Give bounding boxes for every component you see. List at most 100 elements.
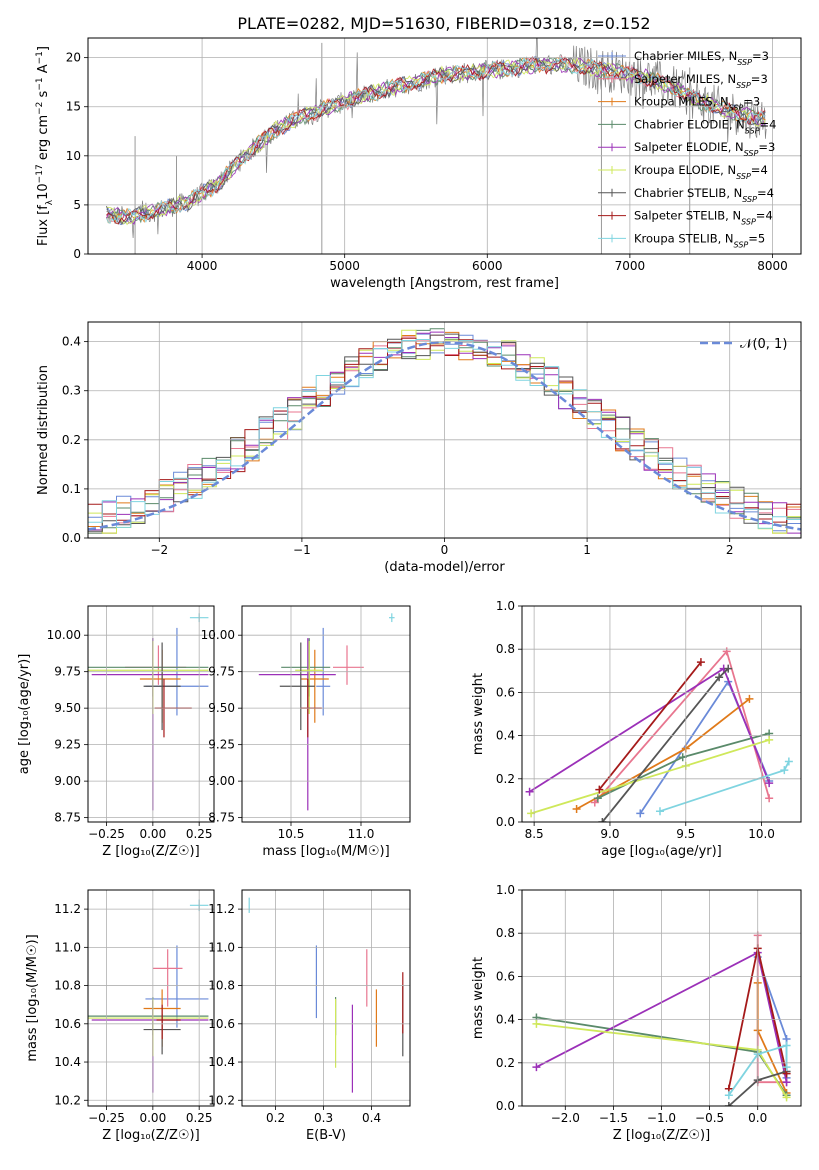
errorbar-1 <box>333 645 364 685</box>
legend-label: Salpeter ELODIE <box>634 140 728 154</box>
model-fit-7 <box>106 56 766 225</box>
panel-massweight_vs_Z: −2.0 −1.5 −1.0 −0.5 0.0 0.0 0.2 0.4 0.6 0.8 1.0 Z [… <box>471 883 802 1143</box>
plot-area <box>248 897 404 1093</box>
panel-age_vs_mass: 10.5 11.0 8.75 9.00 9.25 9.50 9.75 10.00 mass [l… <box>201 605 411 859</box>
y-tick-label: 10.6 <box>208 1017 235 1031</box>
errorbar-5 <box>88 641 209 714</box>
legend-eq: = <box>748 231 758 245</box>
y-axis-label-unit2: erg cm <box>36 115 51 164</box>
y-tick-label: 0.0 <box>62 531 81 545</box>
y-tick-label: 0.3 <box>62 384 81 398</box>
grid <box>522 889 801 1107</box>
x-tick-label: −0.25 <box>88 1111 125 1125</box>
y-tick-label: 0.2 <box>496 1056 515 1070</box>
legend-eq: = <box>752 49 762 63</box>
legend-sub: SSP <box>736 80 751 89</box>
y-tick-label: 0.4 <box>496 729 515 743</box>
x-tick-label: 10.0 <box>748 827 775 841</box>
y-tick-label: 10.8 <box>54 979 81 993</box>
series-point-marker <box>782 1078 791 1087</box>
panel-massweight_vs_age: 8.5 9.0 9.5 10.0 0.0 0.2 0.4 0.6 0.8 1.0 age [log₁… <box>471 599 802 859</box>
errorbar-4 <box>91 1000 209 1093</box>
x-tick-label: −0.5 <box>695 1111 724 1125</box>
legend-eq: = <box>751 163 761 177</box>
y-tick-label: 10.00 <box>201 628 235 642</box>
panel-age_vs_Z: −0.25 0.00 0.25 8.75 9.00 9.25 9.50 9.75 10.00 Z … <box>17 605 215 859</box>
grid <box>242 890 410 1106</box>
y-tick-label: 0.2 <box>496 772 515 786</box>
panel-mass_vs_Z: −0.25 0.00 0.25 10.2 10.4 10.6 10.8 11.0 11.2 Z [… <box>25 889 215 1143</box>
y-tick-label: 0.6 <box>496 969 515 983</box>
legend-entry: Chabrier ELODIE, NSSP=4 <box>634 117 776 135</box>
x-tick-label: 0.0 <box>748 1111 767 1125</box>
legend-eq: = <box>760 117 770 131</box>
x-tick-label: 2 <box>726 543 734 557</box>
legend-sub: SSP <box>745 126 760 135</box>
legend-label: Chabrier MILES <box>634 49 721 63</box>
legend-label: Kroupa MILES <box>634 95 713 109</box>
errorbar-6 <box>279 642 315 731</box>
axes-frame <box>521 889 802 1107</box>
y-tick-label: 10.6 <box>54 1017 81 1031</box>
y-tick-label: 10.8 <box>208 979 235 993</box>
x-axis-label: mass [log₁₀(M/M☉)] <box>262 844 389 859</box>
errorbar-5 <box>295 641 324 714</box>
y-tick-label: 9.50 <box>208 701 235 715</box>
y-axis-label-exp4: −1 <box>35 51 45 64</box>
errorbar-8 <box>389 613 395 623</box>
legend-entry: Kroupa ELODIE, NSSP=4 <box>634 163 768 181</box>
figure-title: PLATE=0282, MJD=51630, FIBERID=0318, z=0… <box>237 14 650 33</box>
x-tick-label: −2.0 <box>551 1111 580 1125</box>
errorbar-3 <box>88 638 209 697</box>
axes-frame <box>87 889 215 1107</box>
series-point-marker <box>598 818 607 822</box>
x-tick-label: 10.5 <box>278 827 305 841</box>
plot-area <box>258 613 395 811</box>
x-tick-label: 8.5 <box>525 827 544 841</box>
errorbar-4 <box>91 638 209 811</box>
legend-sub: SSP <box>744 149 759 158</box>
x-axis-label: wavelength [Angstrom, rest frame] <box>330 276 559 291</box>
legend-n: , N <box>729 117 745 131</box>
y-axis-label-unit3: s <box>36 90 51 101</box>
y-tick-label: 0.1 <box>62 482 81 496</box>
grid <box>88 606 214 822</box>
x-tick-label: 1 <box>583 543 591 557</box>
errorbar-7 <box>156 1004 181 1040</box>
x-axis-label: Z [log₁₀(Z/Z☉)] <box>102 844 199 859</box>
y-tick-label: 9.25 <box>208 738 235 752</box>
y-tick-label: 0.8 <box>496 642 515 656</box>
series-point-marker <box>724 1091 733 1100</box>
legend-label: Salpeter STELIB <box>634 209 725 223</box>
y-tick-label: 0.6 <box>496 685 515 699</box>
panel-spectrum: 4000 5000 6000 7000 8000 0 5 10 15 20 wavelength [… <box>35 37 802 291</box>
series-point-marker <box>532 1063 541 1072</box>
legend-eq: = <box>758 140 768 154</box>
legend-n: , N <box>726 186 742 200</box>
x-tick-label: 0.25 <box>186 1111 213 1125</box>
legend-entry: Salpeter ELODIE, NSSP=3 <box>634 140 775 158</box>
y-axis-label: mass weight <box>471 673 486 755</box>
series-5 <box>530 739 770 815</box>
panel-residuals: −2 −1 0 1 2 0.0 0.1 0.2 0.3 0.4 (data-model)/error… <box>36 321 802 575</box>
model-fit-8 <box>106 56 766 224</box>
errorbar-6 <box>143 642 181 731</box>
series-point-marker <box>525 787 534 796</box>
y-axis-label-exp2: −2 <box>35 102 45 115</box>
x-tick-label: 0.4 <box>362 1111 381 1125</box>
y-tick-label: 10.2 <box>208 1093 235 1107</box>
series-point-marker <box>593 794 602 803</box>
legend-nssp: 3 <box>753 95 760 109</box>
legend-label: Salpeter MILES <box>634 72 720 86</box>
errorbar-5 <box>88 998 209 1057</box>
x-tick-label: −2 <box>150 543 168 557</box>
legend-nssp: 3 <box>762 49 769 63</box>
y-tick-label: 9.50 <box>54 701 81 715</box>
legend-eq: = <box>751 72 761 86</box>
grid <box>242 606 410 822</box>
series-point-marker <box>715 673 724 682</box>
x-tick-label: 9.0 <box>600 827 619 841</box>
series-point-marker <box>780 766 789 775</box>
legend-label: Chabrier STELIB <box>634 186 726 200</box>
